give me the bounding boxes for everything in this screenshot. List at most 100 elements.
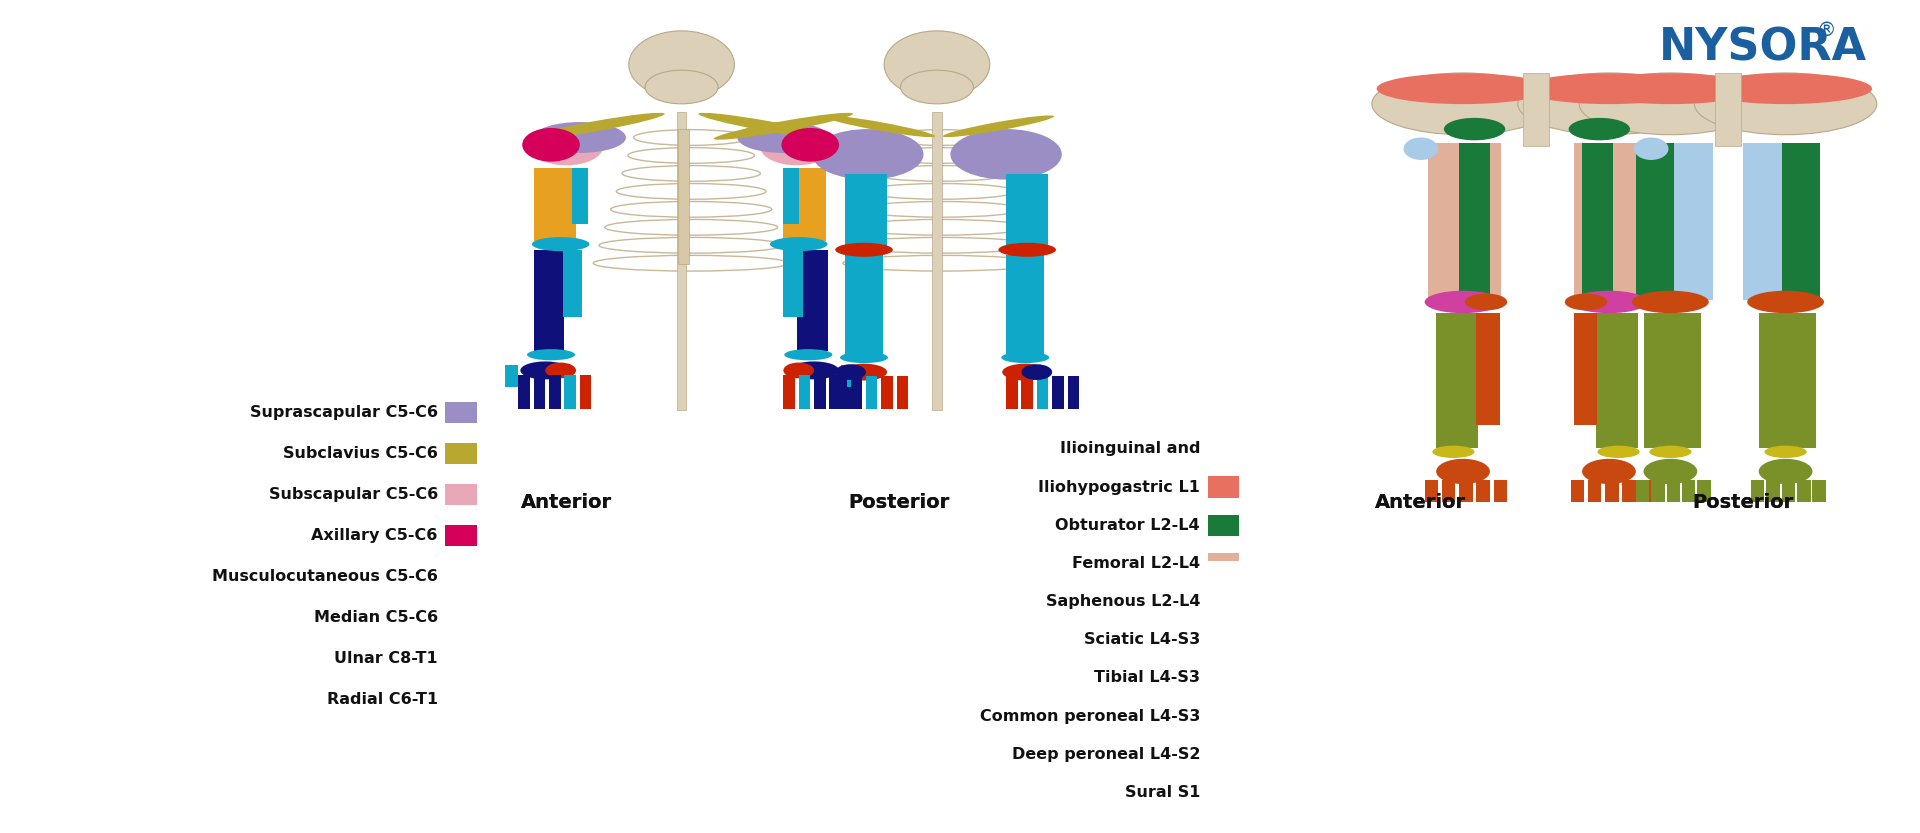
Bar — [1208, 515, 1240, 536]
Bar — [897, 376, 908, 408]
Bar — [1208, 476, 1240, 498]
Bar — [549, 375, 561, 408]
Ellipse shape — [522, 128, 580, 162]
Bar — [572, 168, 588, 225]
Bar — [1640, 480, 1653, 502]
Bar — [445, 606, 476, 628]
Ellipse shape — [714, 112, 852, 140]
Bar — [445, 566, 476, 587]
Ellipse shape — [534, 122, 626, 153]
Bar — [445, 525, 476, 546]
Bar — [1782, 480, 1795, 502]
Bar — [829, 375, 841, 408]
Ellipse shape — [812, 129, 924, 180]
Bar — [1582, 143, 1613, 300]
Bar — [1208, 744, 1240, 765]
Bar — [564, 375, 576, 408]
Bar — [1476, 313, 1500, 426]
Bar — [1021, 376, 1033, 408]
Ellipse shape — [950, 129, 1062, 180]
Text: Anterior: Anterior — [520, 493, 612, 511]
Ellipse shape — [526, 112, 664, 140]
Ellipse shape — [1644, 459, 1697, 484]
Ellipse shape — [520, 362, 570, 379]
Text: Subscapular C5-C6: Subscapular C5-C6 — [269, 487, 438, 502]
Bar — [1208, 591, 1240, 612]
Ellipse shape — [1695, 73, 1878, 135]
Text: ®: ® — [1816, 22, 1836, 40]
Bar — [445, 402, 476, 423]
Bar — [1006, 256, 1044, 353]
Bar — [1759, 313, 1816, 448]
Ellipse shape — [1582, 459, 1636, 484]
Bar — [505, 365, 518, 387]
Ellipse shape — [1021, 364, 1052, 380]
Bar — [445, 484, 476, 505]
Ellipse shape — [835, 364, 866, 380]
Ellipse shape — [1597, 446, 1640, 458]
Ellipse shape — [883, 31, 991, 98]
Bar — [563, 250, 582, 317]
Ellipse shape — [545, 362, 576, 378]
Bar — [1208, 553, 1240, 574]
Bar — [1636, 480, 1649, 502]
Bar — [1574, 313, 1597, 426]
Ellipse shape — [1632, 291, 1709, 313]
Text: Obturator L2-L4: Obturator L2-L4 — [1056, 518, 1200, 533]
Bar — [518, 375, 530, 408]
Bar — [678, 129, 689, 264]
Bar — [1476, 480, 1490, 502]
Ellipse shape — [530, 129, 603, 165]
Ellipse shape — [841, 364, 887, 381]
Text: Femoral L2-L4: Femoral L2-L4 — [1071, 556, 1200, 571]
Bar — [1588, 480, 1601, 502]
Bar — [1208, 629, 1240, 651]
Bar — [1428, 143, 1501, 300]
Text: Anterior: Anterior — [1375, 493, 1467, 511]
Text: Posterior: Posterior — [849, 493, 948, 511]
Bar — [1208, 782, 1240, 803]
Ellipse shape — [1425, 291, 1501, 313]
Text: Suprascapular C5-C6: Suprascapular C5-C6 — [250, 405, 438, 420]
Ellipse shape — [1517, 73, 1701, 135]
Text: Anterior: Anterior — [1375, 493, 1467, 511]
Text: Subclavius C5-C6: Subclavius C5-C6 — [282, 446, 438, 461]
Bar — [1208, 706, 1240, 727]
Bar — [845, 375, 856, 408]
Ellipse shape — [841, 352, 887, 363]
Bar — [534, 375, 545, 408]
Ellipse shape — [645, 70, 718, 104]
Text: Common peroneal L4-S3: Common peroneal L4-S3 — [979, 709, 1200, 724]
Text: Musculocutaneous C5-C6: Musculocutaneous C5-C6 — [211, 569, 438, 584]
Bar — [835, 376, 847, 408]
Bar — [445, 689, 476, 710]
Bar — [783, 375, 795, 408]
Bar — [1605, 480, 1619, 502]
Bar — [783, 250, 803, 317]
Bar — [1651, 480, 1665, 502]
Bar — [1697, 480, 1711, 502]
Bar — [1037, 376, 1048, 408]
Bar — [1644, 313, 1701, 448]
Bar — [1766, 480, 1780, 502]
Bar — [1459, 143, 1490, 300]
Ellipse shape — [1371, 73, 1555, 135]
Text: Posterior: Posterior — [849, 493, 948, 511]
Text: Posterior: Posterior — [1693, 493, 1793, 511]
Bar — [1442, 480, 1455, 502]
Bar — [1494, 480, 1507, 502]
Ellipse shape — [783, 349, 831, 361]
Ellipse shape — [943, 116, 1054, 137]
Text: Ulnar C8-T1: Ulnar C8-T1 — [334, 651, 438, 666]
Text: Iliohypogastric L1: Iliohypogastric L1 — [1039, 480, 1200, 495]
Bar — [841, 365, 854, 387]
Ellipse shape — [1747, 291, 1824, 313]
Text: NYSORA: NYSORA — [1659, 26, 1866, 69]
Bar — [1622, 480, 1636, 502]
Bar — [1674, 143, 1713, 300]
Bar — [845, 256, 883, 353]
Bar — [1782, 143, 1820, 300]
Ellipse shape — [1444, 117, 1505, 140]
Ellipse shape — [824, 116, 935, 137]
Ellipse shape — [1432, 446, 1475, 458]
